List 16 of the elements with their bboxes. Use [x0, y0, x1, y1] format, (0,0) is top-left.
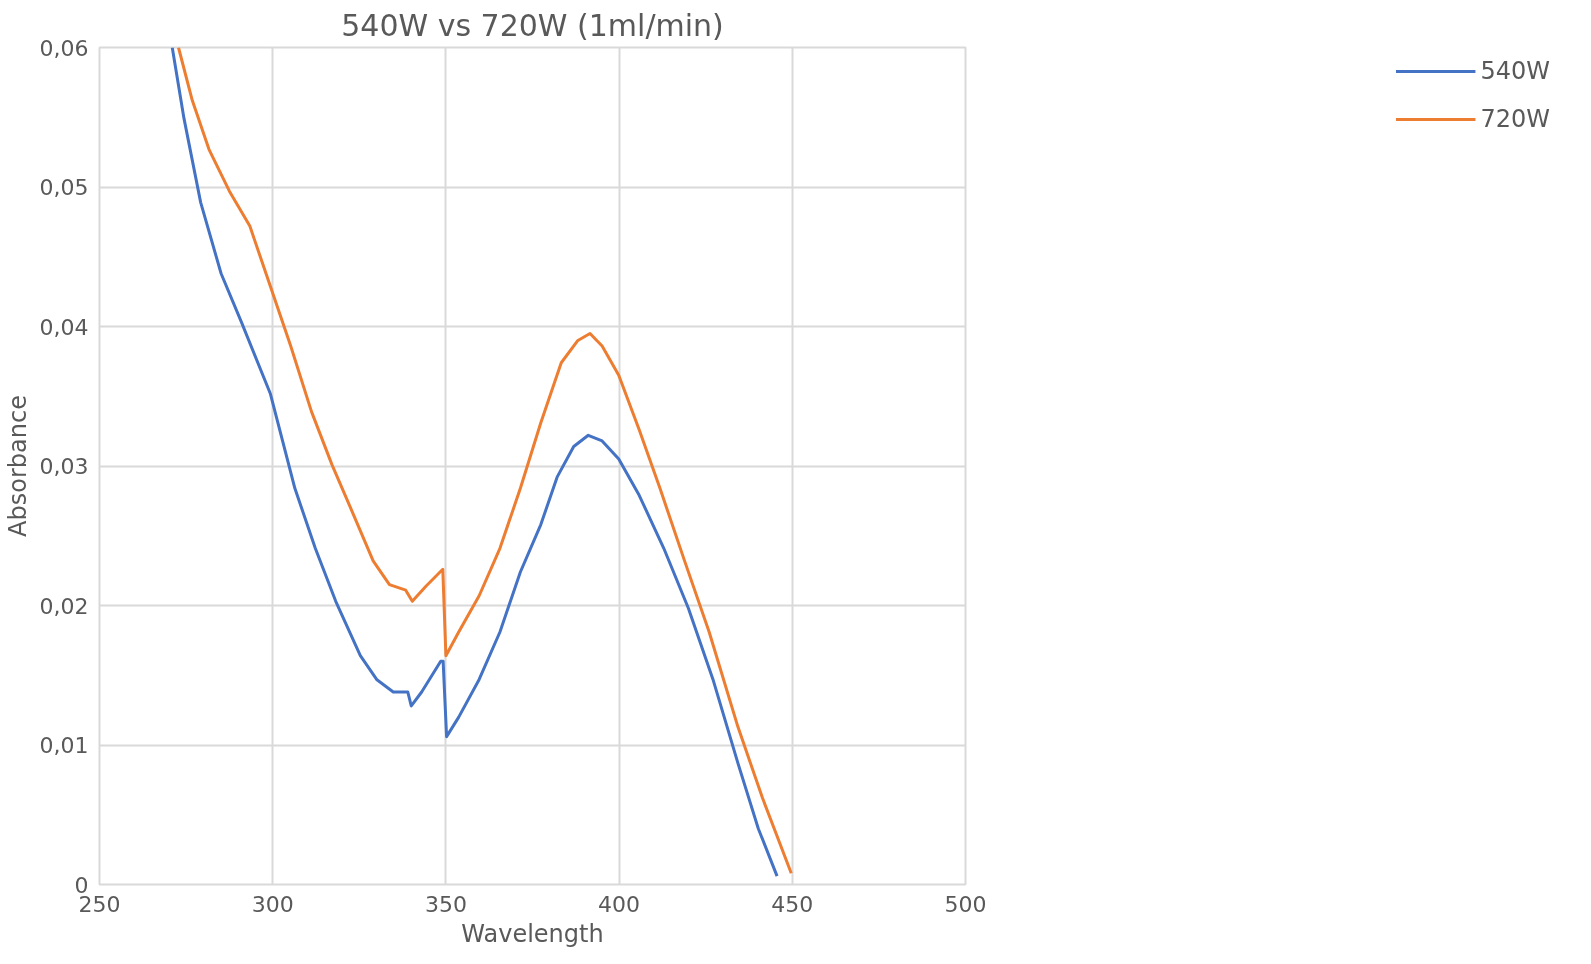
y-tick-label: 0,06 [39, 35, 89, 61]
y-tick-label: 0,02 [39, 593, 89, 619]
y-tick-label: 0,01 [39, 733, 89, 758]
x-tick-label: 300 [251, 891, 294, 917]
chart-title: 540W vs 720W (1ml/min) [341, 7, 724, 43]
y-axis-title: Absorbance [3, 395, 32, 537]
x-tick-label: 450 [771, 891, 814, 917]
x-tick-label: 400 [598, 891, 641, 917]
x-tick-label: 500 [944, 891, 987, 917]
x-tick-label: 350 [424, 891, 467, 917]
legend-label: 720W [1480, 105, 1550, 133]
y-tick-label: 0,05 [39, 175, 89, 200]
x-axis-title: Wavelength [461, 919, 604, 948]
y-tick-label: 0,04 [39, 314, 89, 340]
y-tick-label: 0,03 [39, 454, 89, 479]
legend-label: 540W [1480, 57, 1550, 85]
